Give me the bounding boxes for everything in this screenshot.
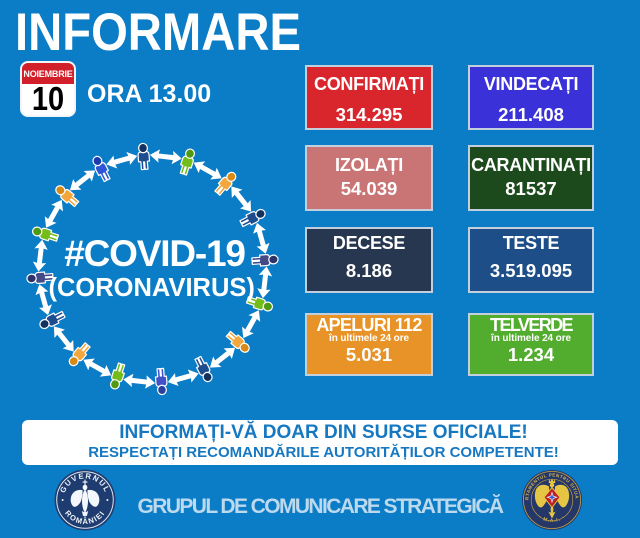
svg-text:#COVID-19: #COVID-19 — [64, 233, 245, 274]
svg-text:(CORONAVIRUS): (CORONAVIRUS) — [49, 274, 255, 302]
svg-text:· M.A.I. ·: · M.A.I. · — [537, 515, 566, 524]
